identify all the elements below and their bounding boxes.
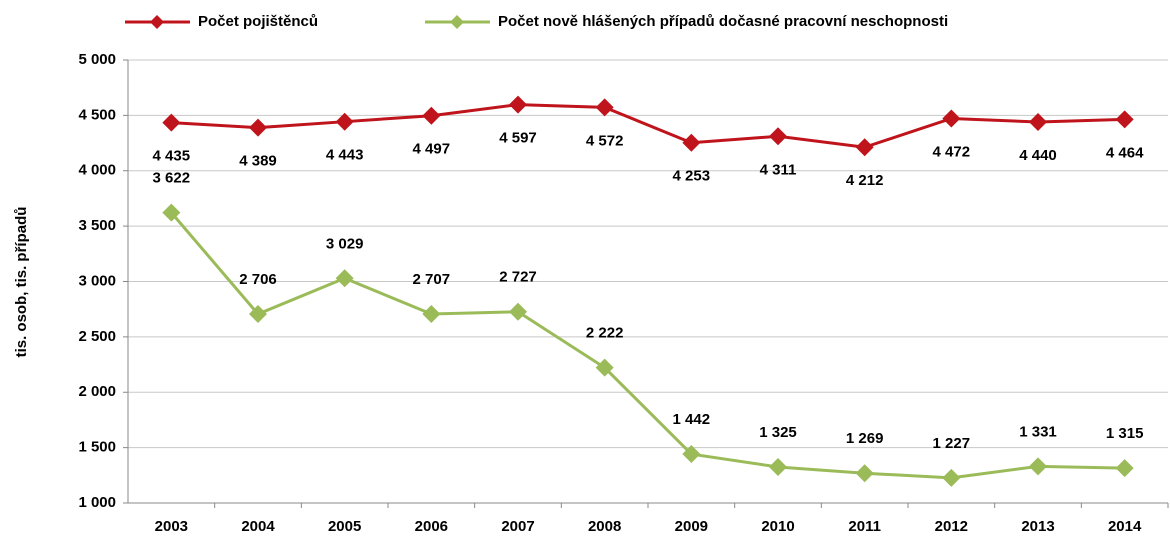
data-label: 1 315 — [1106, 425, 1144, 442]
data-point — [335, 269, 354, 288]
data-point — [509, 95, 527, 114]
data-label: 1 227 — [933, 435, 971, 452]
data-point — [855, 138, 874, 157]
x-tick-label: 2004 — [241, 518, 275, 535]
data-point — [1115, 459, 1134, 478]
data-label: 4 464 — [1106, 144, 1144, 161]
data-point — [682, 133, 701, 152]
x-tick-label: 2007 — [501, 518, 534, 535]
data-point — [769, 458, 787, 477]
y-tick-label: 2 000 — [78, 383, 116, 400]
data-point — [1029, 113, 1047, 132]
data-label: 4 443 — [326, 147, 364, 164]
x-tick-label: 2005 — [328, 518, 361, 535]
data-label: 4 212 — [846, 172, 884, 189]
data-label: 1 331 — [1019, 423, 1057, 440]
data-label: 2 706 — [239, 271, 277, 288]
data-label: 4 497 — [413, 141, 451, 158]
data-label: 4 435 — [153, 148, 191, 165]
data-label: 4 472 — [933, 143, 971, 160]
data-point — [595, 358, 614, 377]
data-label: 1 269 — [846, 430, 884, 447]
data-label: 4 253 — [673, 168, 711, 185]
x-tick-label: 2006 — [415, 518, 448, 535]
data-point — [1029, 457, 1047, 476]
legend-label: Počet nově hlášených případů dočasné pra… — [498, 13, 948, 30]
data-point — [682, 445, 701, 464]
data-point — [769, 127, 787, 146]
data-point — [422, 106, 441, 125]
y-axis-title: tis. osob, tis. případů — [13, 207, 30, 358]
x-tick-label: 2011 — [848, 518, 881, 535]
data-point — [942, 109, 961, 128]
data-point — [249, 305, 267, 324]
data-label: 2 222 — [586, 325, 624, 342]
data-point — [942, 468, 961, 487]
data-point — [1115, 110, 1134, 129]
series-line — [171, 103, 1125, 149]
data-label: 4 311 — [760, 161, 797, 178]
data-point — [509, 302, 527, 321]
data-label: 4 572 — [586, 132, 624, 149]
data-point — [595, 98, 614, 117]
data-label: 1 442 — [673, 411, 711, 428]
series-line — [170, 211, 1125, 480]
y-tick-label: 1 500 — [78, 439, 116, 456]
x-tick-label: 2012 — [935, 518, 968, 535]
y-tick-label: 5 000 — [78, 51, 116, 68]
legend-label: Počet pojištěnců — [198, 13, 318, 30]
y-tick-label: 1 000 — [78, 494, 116, 511]
data-point — [249, 118, 267, 137]
y-tick-label: 3 500 — [78, 217, 116, 234]
x-tick-label: 2008 — [588, 518, 621, 535]
y-tick-label: 3 000 — [78, 272, 116, 289]
legend-marker — [450, 15, 464, 29]
y-tick-label: 4 000 — [78, 162, 116, 179]
x-tick-label: 2014 — [1108, 518, 1142, 535]
data-label: 4 389 — [239, 153, 277, 170]
data-point — [422, 304, 441, 323]
data-label: 2 727 — [499, 269, 537, 286]
data-point — [855, 464, 874, 483]
data-label: 2 707 — [413, 271, 451, 288]
data-label: 3 029 — [326, 235, 364, 252]
y-tick-label: 4 500 — [78, 106, 116, 123]
x-tick-label: 2009 — [675, 518, 708, 535]
data-label: 4 440 — [1019, 147, 1057, 164]
data-label: 4 597 — [499, 130, 537, 147]
x-tick-label: 2013 — [1021, 518, 1054, 535]
data-point — [162, 113, 181, 132]
data-point — [162, 203, 181, 222]
y-tick-label: 2 500 — [78, 328, 116, 345]
data-label: 1 325 — [759, 424, 797, 441]
x-tick-label: 2010 — [761, 518, 794, 535]
x-tick-label: 2003 — [155, 518, 188, 535]
data-point — [335, 112, 354, 131]
data-label: 3 622 — [153, 170, 191, 187]
legend-marker — [150, 15, 164, 29]
